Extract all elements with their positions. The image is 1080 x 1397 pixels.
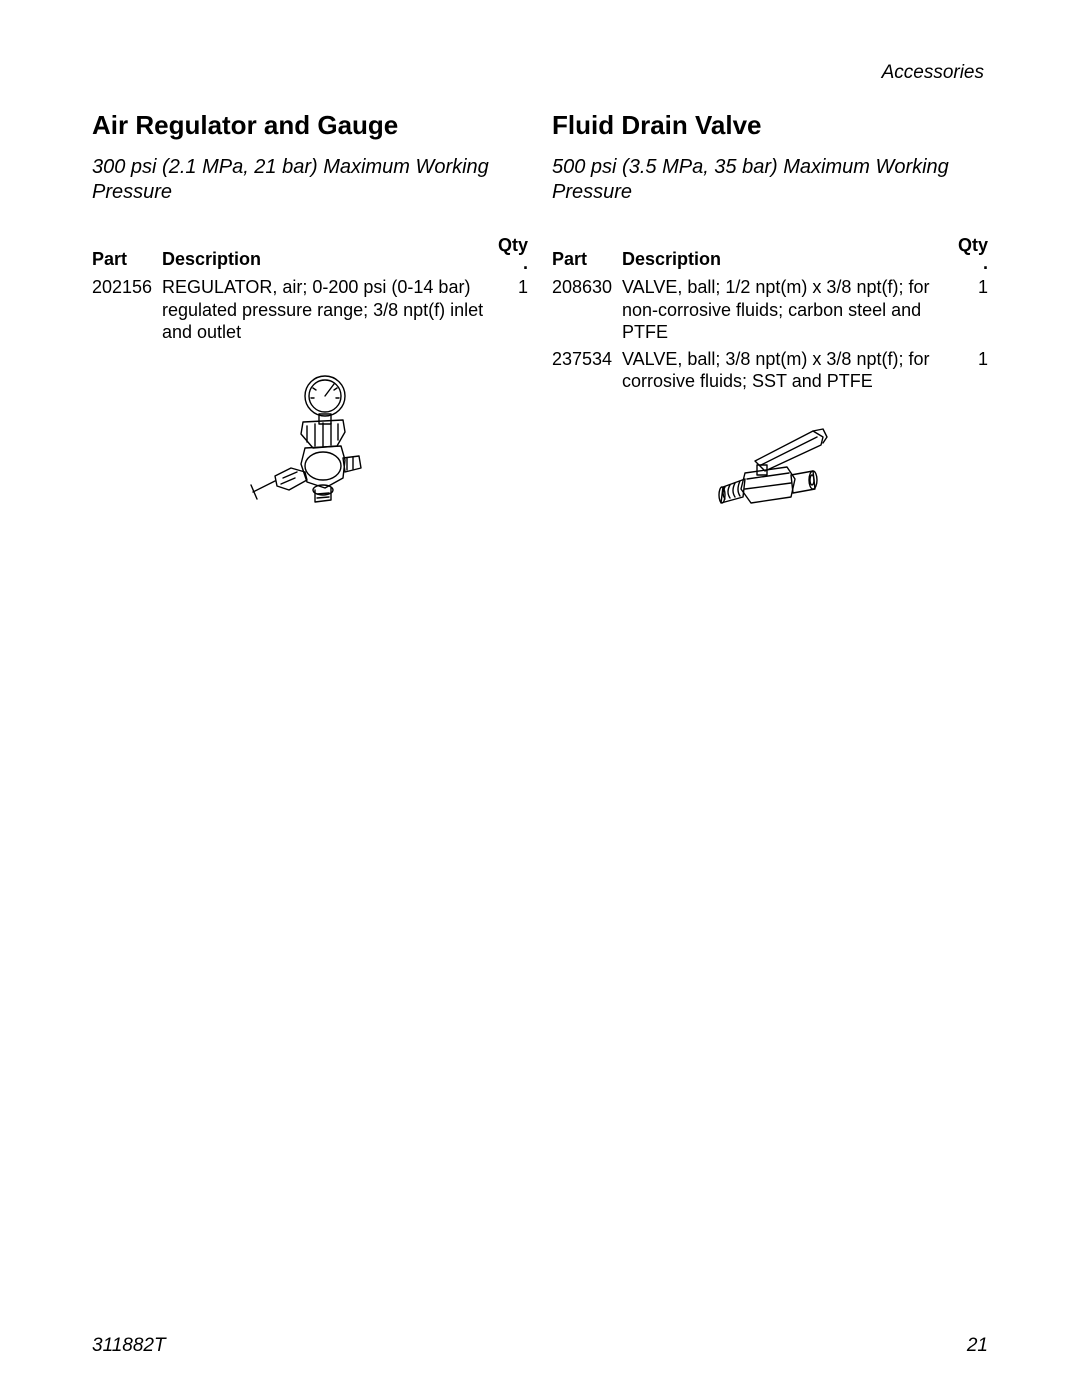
parts-table-left: Part Description Qty . 202156 REGULATOR,…: [92, 235, 528, 346]
cell-part: 237534: [552, 346, 622, 395]
col-header-qty: Qty .: [498, 235, 528, 274]
footer-doc-id: 311882T: [92, 1335, 166, 1357]
cell-qty: 1: [958, 274, 988, 346]
page-header-label: Accessories: [882, 62, 984, 84]
cell-desc: VALVE, ball; 3/8 npt(m) x 3/8 npt(f); fo…: [622, 346, 958, 395]
regulator-icon: [225, 368, 395, 528]
col-header-qty: Qty .: [958, 235, 988, 274]
cell-qty: 1: [958, 346, 988, 395]
right-column: Fluid Drain Valve 500 psi (3.5 MPa, 35 b…: [552, 110, 988, 533]
content-columns: Air Regulator and Gauge 300 psi (2.1 MPa…: [92, 110, 988, 533]
ball-valve-icon: [695, 417, 845, 527]
cell-desc: VALVE, ball; 1/2 npt(m) x 3/8 npt(f); fo…: [622, 274, 958, 346]
left-column: Air Regulator and Gauge 300 psi (2.1 MPa…: [92, 110, 528, 533]
illustration-valve: [552, 417, 988, 532]
page-footer: 311882T 21: [92, 1335, 988, 1357]
table-row: 208630 VALVE, ball; 1/2 npt(m) x 3/8 npt…: [552, 274, 988, 346]
table-row: 237534 VALVE, ball; 3/8 npt(m) x 3/8 npt…: [552, 346, 988, 395]
col-header-desc: Description: [622, 235, 958, 274]
cell-qty: 1: [498, 274, 528, 346]
col-header-part: Part: [92, 235, 162, 274]
table-row: 202156 REGULATOR, air; 0-200 psi (0-14 b…: [92, 274, 528, 346]
section-spec-right: 500 psi (3.5 MPa, 35 bar) Maximum Workin…: [552, 155, 988, 205]
illustration-regulator: [92, 368, 528, 533]
cell-desc: REGULATOR, air; 0-200 psi (0-14 bar) reg…: [162, 274, 498, 346]
section-title-left: Air Regulator and Gauge: [92, 110, 528, 141]
col-header-desc: Description: [162, 235, 498, 274]
section-spec-left: 300 psi (2.1 MPa, 21 bar) Maximum Workin…: [92, 155, 528, 205]
cell-part: 208630: [552, 274, 622, 346]
footer-page-number: 21: [967, 1335, 988, 1357]
parts-table-right: Part Description Qty . 208630 VALVE, bal…: [552, 235, 988, 395]
col-header-part: Part: [552, 235, 622, 274]
section-title-right: Fluid Drain Valve: [552, 110, 988, 141]
cell-part: 202156: [92, 274, 162, 346]
